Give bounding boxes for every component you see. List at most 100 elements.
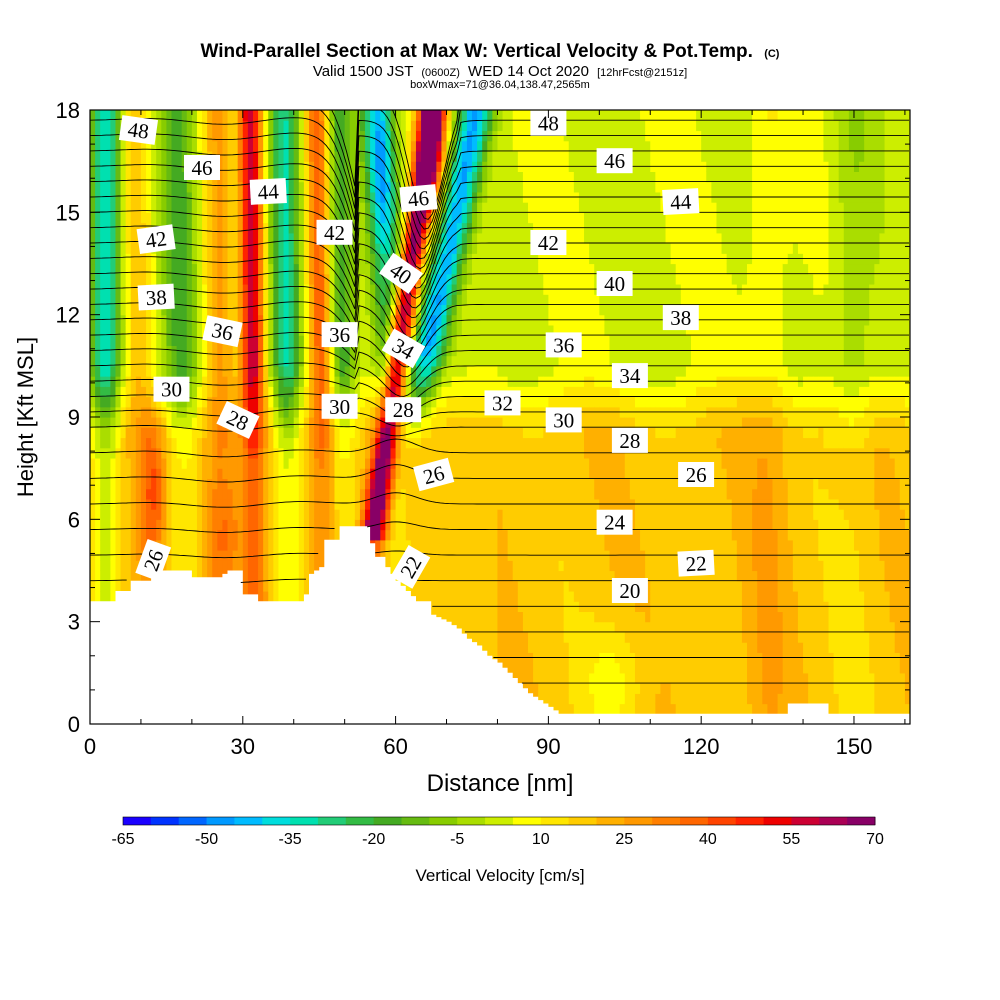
- w-cell: [456, 580, 463, 592]
- w-cell: [263, 437, 269, 449]
- w-cell: [466, 150, 473, 162]
- w-cell: [298, 110, 305, 121]
- w-cell: [110, 417, 117, 428]
- w-cell: [196, 273, 203, 285]
- w-cell: [492, 304, 499, 316]
- w-cell: [497, 120, 504, 132]
- w-cell: [370, 181, 376, 193]
- w-cell: [252, 406, 259, 418]
- w-cell: [431, 529, 437, 541]
- w-cell: [293, 550, 300, 561]
- w-cell: [232, 498, 239, 510]
- w-cell: [375, 253, 381, 265]
- w-cell: [324, 355, 330, 367]
- w-cell: [90, 519, 96, 531]
- w-cell: [105, 191, 111, 203]
- w-cell: [370, 437, 376, 449]
- w-cell: [186, 253, 193, 265]
- w-cell: [309, 539, 315, 551]
- w-cell: [385, 243, 392, 254]
- w-cell: [252, 120, 259, 132]
- w-cell: [222, 140, 229, 152]
- w-cell: [135, 427, 142, 439]
- w-cell: [217, 110, 224, 121]
- w-cell: [171, 110, 178, 121]
- w-cell: [492, 437, 499, 449]
- w-cell: [100, 232, 106, 244]
- w-cell: [415, 130, 422, 142]
- w-cell: [380, 396, 386, 408]
- w-cell: [273, 488, 280, 500]
- w-cell: [344, 447, 351, 459]
- w-cell: [273, 498, 280, 510]
- w-cell: [461, 222, 468, 234]
- w-cell: [451, 427, 458, 439]
- w-cell: [405, 130, 412, 142]
- w-cell: [242, 314, 249, 326]
- w-cell: [130, 191, 137, 203]
- w-cell: [202, 181, 208, 193]
- w-cell: [309, 457, 315, 469]
- w-cell: [110, 376, 117, 387]
- w-cell: [151, 406, 157, 418]
- w-cell: [95, 161, 101, 172]
- w-cell: [502, 580, 509, 592]
- w-cell: [125, 314, 132, 326]
- w-cell: [487, 631, 493, 643]
- w-cell: [303, 150, 310, 162]
- w-cell: [385, 253, 392, 265]
- w-cell: [395, 110, 402, 121]
- w-cell: [100, 345, 106, 357]
- w-cell: [222, 437, 229, 449]
- w-cell: [222, 478, 229, 490]
- w-cell: [283, 202, 290, 213]
- w-cell: [90, 509, 96, 520]
- w-cell: [492, 273, 499, 285]
- w-cell: [477, 181, 483, 193]
- w-cell: [237, 314, 244, 326]
- w-cell: [334, 447, 341, 459]
- w-cell: [196, 447, 203, 459]
- w-cell: [191, 263, 198, 275]
- w-cell: [212, 406, 218, 418]
- w-cell: [166, 120, 173, 132]
- w-cell: [288, 365, 295, 377]
- w-cell: [146, 468, 152, 479]
- w-cell: [303, 498, 310, 510]
- w-cell: [237, 263, 244, 275]
- w-cell: [288, 324, 295, 336]
- w-cell: [380, 191, 386, 203]
- w-cell: [217, 427, 224, 439]
- w-cell: [466, 580, 473, 592]
- w-cell: [349, 519, 356, 531]
- w-cell: [370, 294, 376, 306]
- w-cell: [329, 202, 336, 213]
- w-cell: [151, 150, 157, 162]
- w-cell: [161, 161, 167, 172]
- w-cell: [431, 263, 437, 275]
- w-cell: [283, 580, 290, 592]
- w-cell: [298, 283, 305, 295]
- w-cell: [380, 253, 386, 265]
- w-cell: [288, 498, 295, 510]
- w-cell: [344, 437, 351, 449]
- w-cell: [502, 468, 509, 479]
- w-cell: [283, 539, 290, 551]
- w-cell: [247, 488, 254, 500]
- w-cell: [451, 283, 458, 295]
- w-cell: [166, 181, 173, 193]
- w-cell: [461, 243, 468, 254]
- w-cell: [359, 396, 366, 408]
- w-cell: [370, 376, 376, 387]
- w-cell: [410, 161, 417, 172]
- w-cell: [309, 191, 315, 203]
- w-cell: [410, 468, 417, 479]
- w-cell: [100, 253, 106, 265]
- w-cell: [95, 314, 101, 326]
- w-cell: [232, 294, 239, 306]
- w-cell: [329, 253, 336, 265]
- w-cell: [105, 150, 111, 162]
- w-cell: [502, 509, 509, 520]
- w-cell: [344, 110, 351, 121]
- w-cell: [161, 457, 167, 469]
